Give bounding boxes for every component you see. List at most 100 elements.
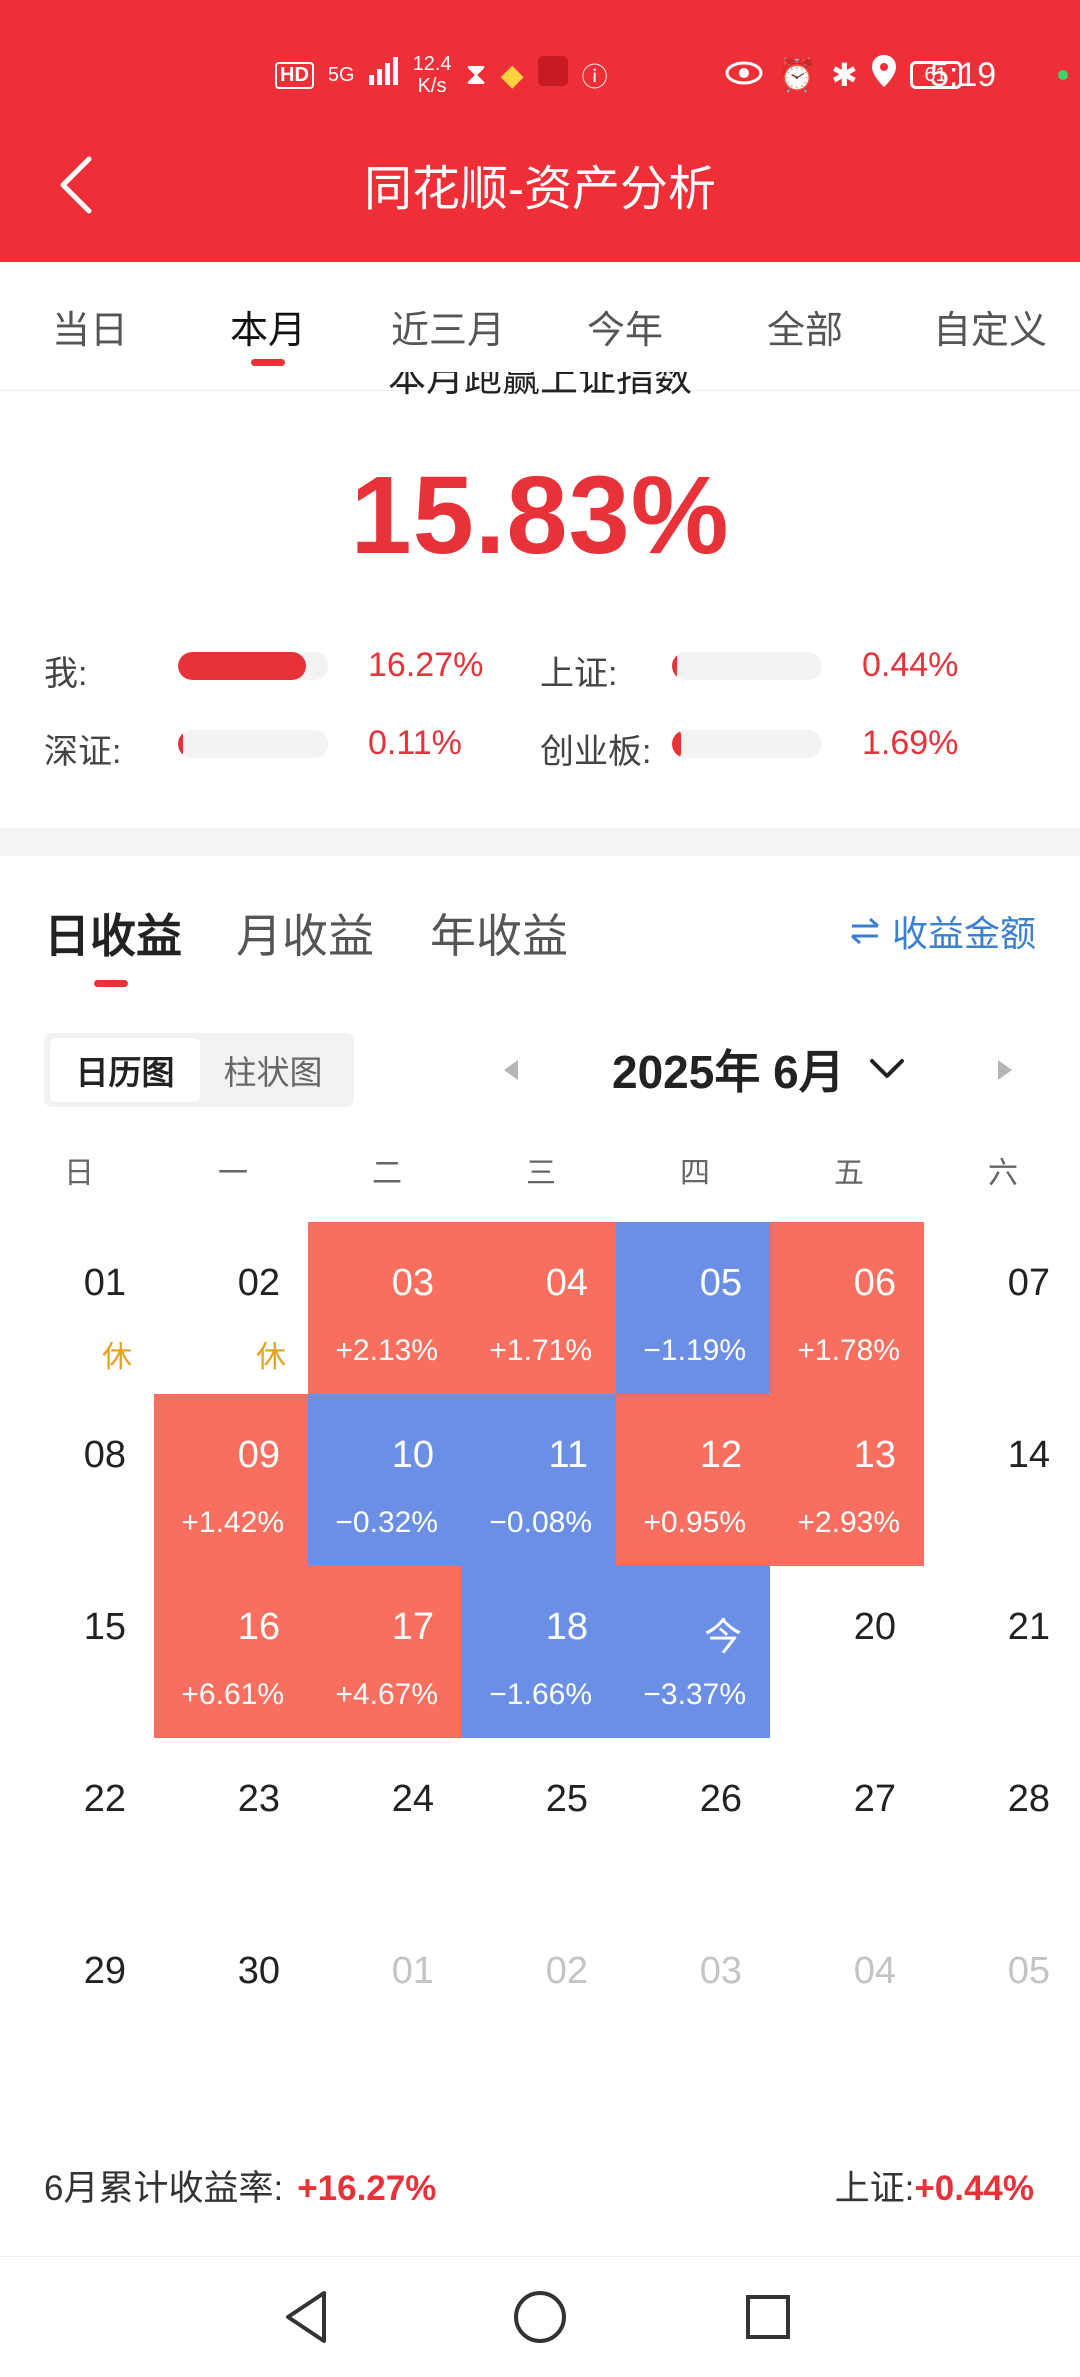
nav-home-button[interactable] <box>508 2285 572 2349</box>
calendar-day-cell[interactable]: 04 <box>770 1910 924 2082</box>
net-speed-value: 12.4 <box>412 53 452 75</box>
calendar-day-cell[interactable]: 25 <box>462 1738 616 1910</box>
calendar-day-cell[interactable]: 26 <box>616 1738 770 1910</box>
tab-monthly-returns[interactable]: 月收益 <box>236 910 374 962</box>
calendar-day-cell[interactable]: 08 <box>0 1394 154 1566</box>
alarm-icon: ⏰ <box>777 57 817 93</box>
weekday-label: 二 <box>372 1157 402 1190</box>
calendar-day-cell[interactable]: 14 <box>924 1394 1078 1566</box>
signal-bars-icon <box>368 57 399 93</box>
tab-last-three-months[interactable]: 近三月 <box>378 262 518 390</box>
calendar-day-cell[interactable]: 27 <box>770 1738 924 1910</box>
calendar-day-number: 04 <box>853 1950 896 1992</box>
compare-bar-shenzhen <box>178 730 328 758</box>
calendar-day-cell[interactable]: 02 <box>462 1910 616 2082</box>
calendar-day-cell[interactable]: 02 休 <box>154 1222 308 1394</box>
bar-view-button[interactable]: 柱状图 <box>223 1054 323 1091</box>
app-header: HD 5G 12.4 K/s ⧗ ◆ ⓘ ⏰ ✱ 6 <box>0 0 1080 262</box>
compare-bar-fill <box>672 652 677 680</box>
calendar-day-cell[interactable]: 03 +2.13% <box>308 1222 462 1394</box>
back-button[interactable] <box>45 155 105 215</box>
battery-icon: 61 <box>909 61 962 89</box>
month-selector[interactable]: 2025年 6月 <box>612 1036 905 1102</box>
calendar-day-cell[interactable]: 03 <box>616 1910 770 2082</box>
tab-this-month[interactable]: 本月 <box>208 262 328 390</box>
calendar-day-cell[interactable]: 23 <box>154 1738 308 1910</box>
active-tab-indicator <box>251 359 285 366</box>
calendar-day-return: +6.61% <box>181 1678 284 1711</box>
compare-label-shenzhen: 深证: <box>44 733 122 771</box>
calendar-day-number: 03 <box>391 1262 434 1304</box>
chevron-down-icon <box>869 1059 904 1078</box>
calendar-day-cell[interactable]: 21 <box>924 1566 1078 1738</box>
calendar-day-cell[interactable]: 15 <box>0 1566 154 1738</box>
calendar-day-cell[interactable]: 29 <box>0 1910 154 2082</box>
compare-label-me: 我: <box>44 655 88 693</box>
eye-icon <box>725 57 763 94</box>
tab-yearly-returns[interactable]: 年收益 <box>430 910 568 962</box>
compare-bar-fill <box>672 730 681 758</box>
tab-today[interactable]: 当日 <box>30 262 150 390</box>
calendar-day-return: −1.19% <box>643 1334 746 1367</box>
prev-month-button[interactable] <box>496 1050 526 1090</box>
calendar-day-cell[interactable]: 28 <box>924 1738 1078 1910</box>
tab-all[interactable]: 全部 <box>745 262 865 390</box>
compare-value-shanghai: 0.44% <box>862 646 959 684</box>
calendar-day-cell[interactable]: 22 <box>0 1738 154 1910</box>
triangle-left-icon <box>504 1060 518 1080</box>
calendar-day-number: 24 <box>391 1778 434 1820</box>
calendar-day-holiday-note: 休 <box>102 1341 132 1374</box>
calendar-day-number: 20 <box>853 1606 896 1648</box>
compare-value-me: 16.27% <box>368 646 484 684</box>
tab-label: 当日 <box>51 309 128 352</box>
compare-bar-me <box>178 652 328 680</box>
month-cumulative-label: 6月累计收益率: <box>44 2169 284 2208</box>
status-left-icons: HD 5G 12.4 K/s ⧗ ◆ ⓘ <box>275 45 608 105</box>
tab-daily-returns[interactable]: 日收益 <box>44 910 182 962</box>
calendar-day-number: 01 <box>391 1950 434 1992</box>
amount-toggle-button[interactable]: 收益金额 <box>850 905 1036 957</box>
calendar-day-number: 25 <box>545 1778 588 1820</box>
calendar-view-button[interactable]: 日历图 <box>50 1038 200 1102</box>
tab-this-year[interactable]: 今年 <box>565 262 685 390</box>
calendar-day-cell[interactable]: 04 +1.71% <box>462 1222 616 1394</box>
calendar-day-cell[interactable]: 今 −3.37% <box>616 1566 770 1738</box>
calendar-day-cell[interactable]: 01 <box>308 1910 462 2082</box>
calendar-day-cell[interactable]: 06 +1.78% <box>770 1222 924 1394</box>
calendar-day-number: 14 <box>1007 1434 1050 1476</box>
calendar-day-cell[interactable]: 09 +1.42% <box>154 1394 308 1566</box>
nav-recents-button[interactable] <box>736 2285 800 2349</box>
calendar-day-cell[interactable]: 11 −0.08% <box>462 1394 616 1566</box>
signal-label: 5G <box>327 63 355 86</box>
calendar-day-cell[interactable]: 24 <box>308 1738 462 1910</box>
calendar-day-cell[interactable]: 30 <box>154 1910 308 2082</box>
calendar-day-cell[interactable]: 05 −1.19% <box>616 1222 770 1394</box>
calendar-day-number: 21 <box>1007 1606 1050 1648</box>
calendar-day-number: 29 <box>83 1950 126 1992</box>
calendar-day-cell[interactable]: 01 休 <box>0 1222 154 1394</box>
calendar-day-cell[interactable]: 13 +2.93% <box>770 1394 924 1566</box>
calendar-day-number: 30 <box>237 1950 280 1992</box>
calendar-day-cell[interactable]: 20 <box>770 1566 924 1738</box>
calendar-day-cell[interactable]: 17 +4.67% <box>308 1566 462 1738</box>
calendar-day-number: 02 <box>545 1950 588 1992</box>
calendar-day-return: +1.42% <box>181 1506 284 1539</box>
month-label: 2025年 6月 <box>612 1046 845 1098</box>
calendar-day-cell[interactable]: 16 +6.61% <box>154 1566 308 1738</box>
tab-label: 今年 <box>586 309 663 352</box>
calendar-day-number: 07 <box>1007 1262 1050 1304</box>
calendar-day-cell[interactable]: 07 <box>924 1222 1078 1394</box>
nav-back-button[interactable] <box>276 2285 340 2349</box>
tab-custom[interactable]: 自定义 <box>915 262 1065 390</box>
weekday-label: 五 <box>834 1157 864 1190</box>
calendar-day-cell[interactable]: 10 −0.32% <box>308 1394 462 1566</box>
calendar-day-cell[interactable]: 18 −1.66% <box>462 1566 616 1738</box>
calendar-day-cell[interactable]: 05 <box>924 1910 1078 2082</box>
calendar-day-number: 09 <box>237 1434 280 1476</box>
calendar-day-return: −0.32% <box>335 1506 438 1539</box>
nav-home-icon <box>514 2291 566 2343</box>
weekday-label: 三 <box>526 1157 556 1190</box>
next-month-button[interactable] <box>990 1050 1020 1090</box>
calendar-day-cell[interactable]: 12 +0.95% <box>616 1394 770 1566</box>
calendar-day-number: 22 <box>83 1778 126 1820</box>
